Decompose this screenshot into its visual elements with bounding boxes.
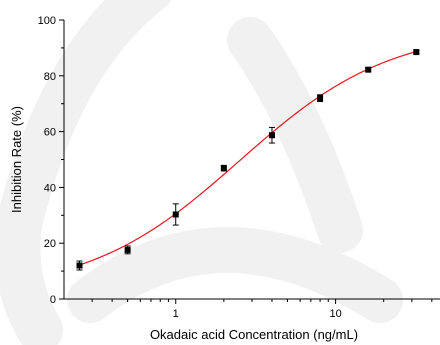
point-marker xyxy=(365,66,372,73)
point-marker xyxy=(413,49,420,56)
y-tick-label: 60 xyxy=(44,127,56,139)
y-tick-label: 100 xyxy=(38,15,56,27)
x-tick-label: 1 xyxy=(173,308,179,320)
axes: 0 20 40 60 80 100 1 10 xyxy=(38,15,440,320)
data-point xyxy=(413,49,420,56)
y-tick-label: 80 xyxy=(44,71,56,83)
fit-curve xyxy=(79,50,417,266)
x-tick-label: 10 xyxy=(329,308,341,320)
y-axis-label: Inhibition Rate (%) xyxy=(9,106,24,213)
y-tick-label: 40 xyxy=(44,182,56,194)
point-marker xyxy=(268,132,275,139)
y-tick-label: 20 xyxy=(44,238,56,250)
data-point xyxy=(220,164,227,172)
point-marker xyxy=(124,246,131,253)
data-point xyxy=(76,260,83,271)
watermark xyxy=(0,0,403,345)
y-tick-label: 0 xyxy=(50,294,56,306)
point-marker xyxy=(317,95,324,102)
fit-curve-line xyxy=(79,50,417,266)
data-point xyxy=(124,245,131,255)
point-marker xyxy=(76,262,83,269)
x-axis-label: Okadaic acid Concentration (ng/mL) xyxy=(150,327,358,342)
point-marker xyxy=(172,211,179,218)
data-point xyxy=(365,66,372,73)
data-points xyxy=(76,49,420,271)
data-point xyxy=(317,94,324,102)
data-point xyxy=(172,203,179,226)
point-marker xyxy=(220,165,227,172)
data-point xyxy=(268,126,275,144)
